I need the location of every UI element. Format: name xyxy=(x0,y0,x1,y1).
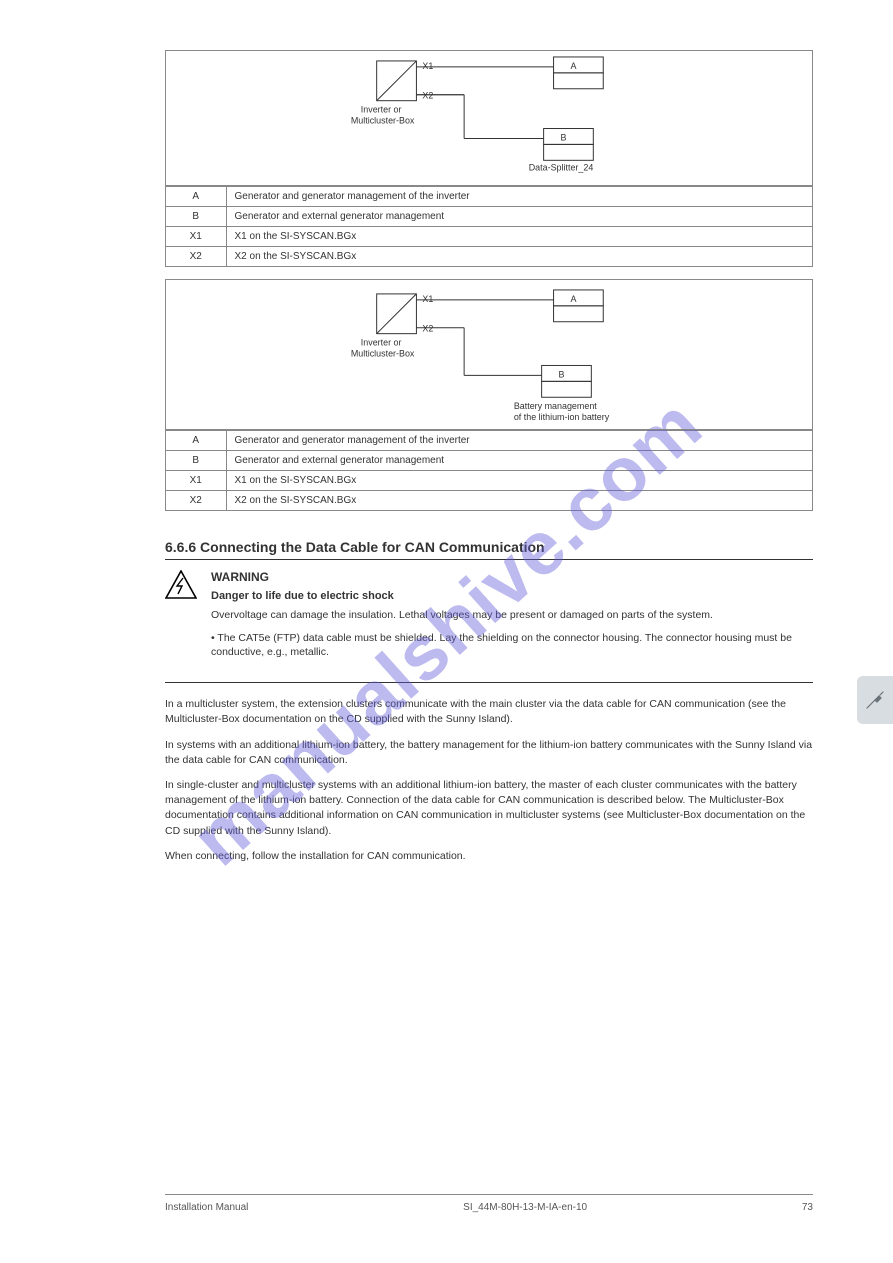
screwdriver-icon xyxy=(863,688,887,712)
val-cell: Generator and generator management of th… xyxy=(226,187,812,207)
label-inv-2b: Multicluster-Box xyxy=(351,349,415,359)
paragraph-4: When connecting, follow the installation… xyxy=(165,849,813,864)
paragraph-1: In a multicluster system, the extension … xyxy=(165,697,813,727)
diagram-box-1: X1 X2 Inverter or Multicluster-Box A xyxy=(165,50,813,267)
table-row: X2X2 on the SI-SYSCAN.BGx xyxy=(166,491,812,511)
table-row: X1X1 on the SI-SYSCAN.BGx xyxy=(166,227,812,247)
label-inv-1: Inverter or xyxy=(361,105,402,115)
warning-end-rule xyxy=(165,682,813,683)
key-cell: X2 xyxy=(166,491,226,511)
label-a: A xyxy=(570,61,576,71)
val-cell: X1 on the SI-SYSCAN.BGx xyxy=(226,471,812,491)
key-cell: B xyxy=(166,207,226,227)
paragraph-2: In systems with an additional lithium-io… xyxy=(165,738,813,768)
key-cell: X1 xyxy=(166,471,226,491)
warning-subtitle: Danger to life due to electric shock xyxy=(211,590,813,602)
footer-center: SI_44M-80H-13-M-IA-en-10 xyxy=(463,1202,587,1213)
side-tab xyxy=(857,676,893,724)
label-x2: X2 xyxy=(422,91,433,101)
table-row: BGenerator and external generator manage… xyxy=(166,207,812,227)
val-cell: Generator and external generator managem… xyxy=(226,451,812,471)
key-table-2: AGenerator and generator management of t… xyxy=(166,430,812,510)
label-inv-1b: Inverter or xyxy=(361,338,402,348)
paragraph-3: In single-cluster and multicluster syste… xyxy=(165,778,813,839)
val-cell: Generator and generator management of th… xyxy=(226,431,812,451)
key-cell: A xyxy=(166,187,226,207)
label-b: B xyxy=(561,132,567,142)
label-ds: Data-Splitter_24 xyxy=(529,162,594,172)
diagram-svg-1: X1 X2 Inverter or Multicluster-Box A xyxy=(166,51,812,185)
section-rule xyxy=(165,559,813,560)
table-row: AGenerator and generator management of t… xyxy=(166,431,812,451)
key-cell: X2 xyxy=(166,247,226,267)
label-bms-1: Battery management xyxy=(514,401,597,411)
footer-left: Installation Manual xyxy=(165,1202,248,1213)
val-cell: X2 on the SI-SYSCAN.BGx xyxy=(226,247,812,267)
label-bms-2: of the lithium-ion battery xyxy=(514,412,610,422)
diagram-box-2: X1 X2 Inverter or Multicluster-Box A B B… xyxy=(165,279,813,511)
warning-body-1: Overvoltage can damage the insulation. L… xyxy=(211,608,813,623)
section-heading: 6.6.6 Connecting the Data Cable for CAN … xyxy=(165,539,813,555)
diagram-area-2: X1 X2 Inverter or Multicluster-Box A B B… xyxy=(166,280,812,430)
label-x1: X1 xyxy=(422,61,433,71)
table-row: X1X1 on the SI-SYSCAN.BGx xyxy=(166,471,812,491)
label-a-2: A xyxy=(570,294,576,304)
label-inv-2: Multicluster-Box xyxy=(351,116,415,126)
table-row: X2X2 on the SI-SYSCAN.BGx xyxy=(166,247,812,267)
val-cell: X1 on the SI-SYSCAN.BGx xyxy=(226,227,812,247)
table-row: AGenerator and generator management of t… xyxy=(166,187,812,207)
warning-title: WARNING xyxy=(211,570,813,584)
footer-right: 73 xyxy=(802,1202,813,1213)
val-cell: X2 on the SI-SYSCAN.BGx xyxy=(226,491,812,511)
warning-icon xyxy=(165,570,197,668)
warning-body-2: • The CAT5e (FTP) data cable must be shi… xyxy=(211,631,813,660)
key-table-1: AGenerator and generator management of t… xyxy=(166,186,812,266)
key-cell: X1 xyxy=(166,227,226,247)
val-cell: Generator and external generator managem… xyxy=(226,207,812,227)
label-x2-2: X2 xyxy=(422,324,433,334)
key-cell: A xyxy=(166,431,226,451)
label-x1-2: X1 xyxy=(422,294,433,304)
key-cell: B xyxy=(166,451,226,471)
table-row: BGenerator and external generator manage… xyxy=(166,451,812,471)
label-b-2: B xyxy=(559,369,565,379)
diagram-svg-2: X1 X2 Inverter or Multicluster-Box A B B… xyxy=(166,280,812,429)
footer: Installation Manual SI_44M-80H-13-M-IA-e… xyxy=(165,1202,813,1213)
warning-block: WARNING Danger to life due to electric s… xyxy=(165,570,813,668)
diagram-area-1: X1 X2 Inverter or Multicluster-Box A xyxy=(166,51,812,186)
